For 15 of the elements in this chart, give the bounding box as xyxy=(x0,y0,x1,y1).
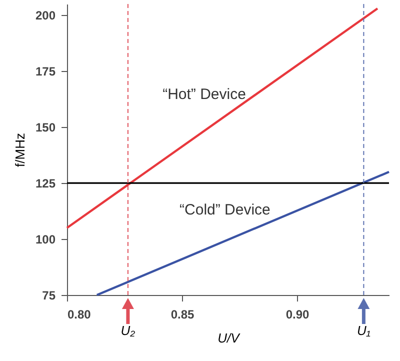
y-axis-title: f/MHz xyxy=(12,133,28,167)
y-tick-label: 175 xyxy=(35,64,56,79)
ref-line-label: U₂ xyxy=(120,323,136,338)
y-tick-label: 125 xyxy=(35,176,56,191)
series-label: “Cold” Device xyxy=(180,201,270,218)
x-tick-label: 0.90 xyxy=(286,308,310,322)
y-tick-label: 150 xyxy=(35,120,56,135)
x-tick-label: 0.85 xyxy=(170,308,194,322)
series-label: “Hot” Device xyxy=(162,86,246,104)
y-tick-label: 200 xyxy=(35,8,56,23)
y-tick-label: 100 xyxy=(35,232,56,247)
y-tick-label: 75 xyxy=(42,288,56,302)
x-tick-label: 0.80 xyxy=(68,308,92,322)
ref-line-label: U₁ xyxy=(356,323,370,338)
x-axis-title: U/V xyxy=(218,330,241,346)
